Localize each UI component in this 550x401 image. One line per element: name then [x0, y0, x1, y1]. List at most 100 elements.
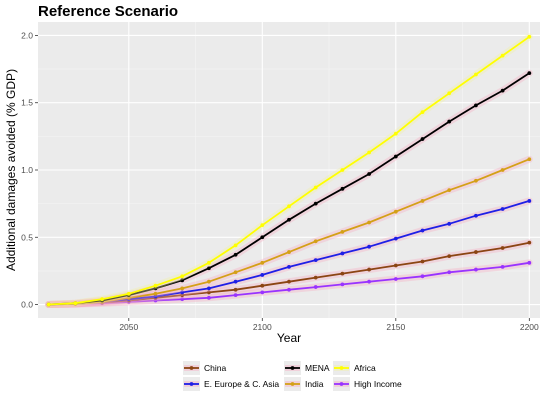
- data-point: [233, 270, 238, 275]
- legend-key-point: [339, 382, 344, 386]
- data-point: [500, 168, 505, 172]
- legend-key-point: [290, 382, 295, 386]
- data-point: [420, 274, 425, 279]
- legend-item-india: India: [284, 377, 324, 391]
- legend-label: E. Europe & C. Asia: [204, 379, 279, 389]
- data-point: [260, 223, 265, 228]
- data-point: [500, 264, 505, 269]
- data-point: [393, 236, 398, 241]
- data-point: [206, 279, 211, 284]
- data-point: [126, 291, 131, 296]
- data-point: [260, 260, 265, 265]
- data-point: [313, 275, 318, 280]
- data-point: [180, 297, 185, 302]
- data-point: [393, 131, 398, 136]
- x-tick-label: 2050: [119, 322, 138, 332]
- legend-item-china: China: [183, 361, 226, 375]
- data-point: [527, 71, 532, 76]
- legend-label: India: [305, 379, 324, 389]
- legend-item-e-europe-c-asia: E. Europe & C. Asia: [183, 377, 279, 391]
- data-point: [500, 53, 505, 58]
- data-point: [287, 250, 291, 254]
- data-point: [180, 290, 185, 295]
- data-point: [420, 259, 425, 264]
- data-point: [233, 287, 238, 292]
- data-point: [153, 283, 158, 288]
- legend-item-mena: MENA: [284, 361, 330, 375]
- data-point: [206, 295, 211, 300]
- data-point: [233, 279, 238, 284]
- data-point: [500, 207, 505, 211]
- data-point: [393, 277, 398, 281]
- legend-label: China: [204, 363, 226, 373]
- data-point: [180, 286, 185, 291]
- x-tick-label: 2150: [386, 322, 405, 332]
- data-point: [474, 250, 478, 254]
- data-point: [313, 258, 318, 263]
- data-point: [527, 260, 532, 265]
- series-layer: [45, 33, 533, 308]
- data-point: [393, 209, 398, 214]
- data-point: [153, 294, 158, 299]
- data-point: [367, 244, 372, 249]
- data-point: [180, 293, 185, 298]
- data-point: [474, 267, 478, 272]
- data-point: [233, 243, 238, 248]
- data-point: [100, 297, 104, 302]
- data-point: [126, 295, 131, 300]
- data-point: [340, 271, 345, 276]
- data-point: [233, 293, 238, 298]
- data-point: [447, 254, 452, 259]
- data-point: [340, 282, 345, 287]
- data-point: [527, 199, 532, 203]
- data-point: [206, 260, 211, 265]
- data-point: [313, 239, 318, 244]
- data-point: [367, 150, 372, 155]
- data-point: [287, 204, 291, 209]
- data-point: [447, 221, 452, 226]
- data-point: [393, 263, 398, 268]
- data-point: [260, 290, 265, 295]
- data-point: [340, 168, 345, 172]
- data-point: [180, 278, 185, 283]
- y-tick-label: 2.0: [21, 30, 33, 40]
- data-point: [180, 274, 185, 279]
- data-point: [260, 283, 265, 288]
- x-tick-label: 2200: [520, 322, 539, 332]
- data-point: [313, 285, 318, 289]
- data-point: [46, 302, 51, 307]
- legend-key-point: [189, 366, 194, 370]
- data-point: [447, 91, 452, 96]
- legend-item-africa: Africa: [333, 361, 376, 375]
- data-point: [260, 273, 265, 277]
- x-tick-label: 2100: [253, 322, 272, 332]
- y-tick-label: 0.5: [21, 232, 33, 242]
- legend-label: MENA: [305, 363, 330, 373]
- data-point: [153, 286, 158, 291]
- data-point: [474, 213, 478, 218]
- data-point: [420, 199, 425, 203]
- data-point: [287, 279, 291, 284]
- data-point: [206, 290, 211, 295]
- y-tick-label: 1.0: [21, 165, 33, 175]
- data-point: [474, 103, 478, 108]
- legend-key-point: [339, 366, 344, 370]
- data-point: [474, 72, 478, 77]
- legend-key-point: [290, 366, 295, 370]
- data-point: [367, 267, 372, 272]
- data-point: [447, 188, 452, 193]
- data-point: [420, 228, 425, 233]
- legend-key-point: [189, 382, 194, 386]
- y-axis-title: Additional damages avoided (% GDP): [4, 69, 18, 271]
- data-point: [287, 287, 291, 292]
- data-point: [340, 186, 345, 191]
- data-point: [340, 251, 345, 256]
- legend: China MENA Africa E. Europe & C. Asia India H…: [183, 361, 402, 391]
- data-point: [206, 286, 211, 291]
- data-point: [500, 88, 505, 93]
- data-point: [367, 220, 372, 225]
- x-axis-ticks: 2050 2100 2150 2200: [119, 318, 539, 332]
- data-point: [527, 157, 532, 162]
- data-point: [233, 252, 238, 257]
- y-tick-label: 0.0: [21, 300, 33, 310]
